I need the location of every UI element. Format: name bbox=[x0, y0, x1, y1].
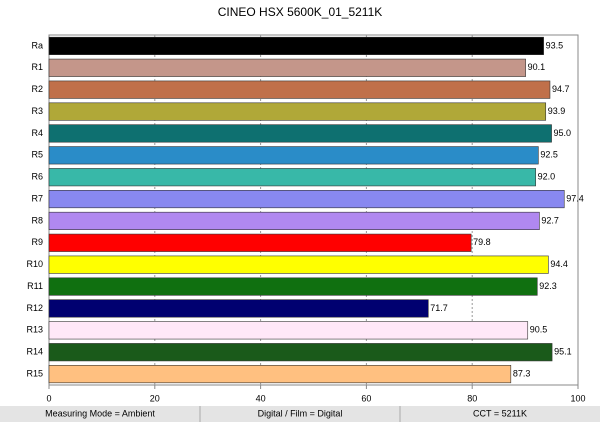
y-tick-label: R3 bbox=[31, 106, 43, 116]
x-tick-label: 40 bbox=[256, 393, 266, 403]
y-tick-label: R1 bbox=[31, 62, 43, 72]
value-label: 90.1 bbox=[528, 62, 546, 72]
footer-text: Measuring Mode = Ambient bbox=[45, 408, 155, 418]
value-label: 90.5 bbox=[530, 325, 548, 335]
value-label: 79.8 bbox=[473, 237, 491, 247]
bar bbox=[48, 146, 539, 165]
x-tick-label: 20 bbox=[150, 393, 160, 403]
plot-frame bbox=[48, 34, 579, 386]
y-tick-label: R11 bbox=[27, 281, 43, 291]
value-label: 93.5 bbox=[546, 40, 564, 50]
y-tick-label: R12 bbox=[26, 303, 43, 313]
y-tick-label: R4 bbox=[31, 128, 43, 138]
bar bbox=[48, 343, 553, 362]
bar bbox=[48, 321, 529, 340]
value-label: 93.9 bbox=[548, 106, 566, 116]
value-label: 92.0 bbox=[538, 172, 556, 182]
chart-title: CINEO HSX 5600K_01_5211K bbox=[218, 5, 383, 19]
y-tick-label: R5 bbox=[31, 150, 43, 160]
y-tick-label: Ra bbox=[31, 40, 43, 50]
x-tick-label: 0 bbox=[46, 393, 51, 403]
x-tick-label: 60 bbox=[361, 393, 371, 403]
value-label: 97.4 bbox=[566, 193, 584, 203]
bar bbox=[48, 168, 536, 187]
y-tick-label: R9 bbox=[31, 237, 43, 247]
bar bbox=[48, 80, 551, 99]
bar bbox=[48, 58, 526, 77]
footer-text: CCT = 5211K bbox=[473, 408, 527, 418]
bar bbox=[48, 365, 512, 384]
bar bbox=[48, 277, 538, 296]
y-tick-label: R2 bbox=[31, 84, 43, 94]
y-tick-label: R14 bbox=[26, 347, 43, 357]
bar bbox=[48, 190, 565, 209]
value-label: 92.3 bbox=[539, 281, 557, 291]
bar bbox=[48, 124, 552, 143]
value-label: 94.7 bbox=[552, 84, 570, 94]
value-label: 92.7 bbox=[541, 215, 559, 225]
x-tick-label: 100 bbox=[570, 393, 585, 403]
footer-text: Digital / Film = Digital bbox=[258, 408, 343, 418]
value-label: 87.3 bbox=[513, 368, 531, 378]
bar bbox=[48, 36, 544, 55]
bar bbox=[48, 233, 472, 252]
value-label: 71.7 bbox=[430, 303, 448, 313]
y-tick-label: R13 bbox=[26, 325, 43, 335]
y-tick-label: R8 bbox=[31, 215, 43, 225]
value-label: 95.0 bbox=[554, 128, 572, 138]
y-tick-label: R10 bbox=[26, 259, 43, 269]
bar bbox=[48, 299, 429, 318]
x-tick-label: 80 bbox=[467, 393, 477, 403]
y-tick-label: R7 bbox=[31, 193, 43, 203]
bar bbox=[48, 211, 540, 230]
y-tick-label: R15 bbox=[26, 368, 43, 378]
value-label: 92.5 bbox=[540, 150, 558, 160]
footer-bar bbox=[0, 406, 600, 422]
bar bbox=[48, 102, 547, 121]
value-label: 94.4 bbox=[550, 259, 568, 269]
bar bbox=[48, 255, 549, 274]
y-tick-label: R6 bbox=[31, 172, 43, 182]
value-label: 95.1 bbox=[554, 347, 572, 357]
